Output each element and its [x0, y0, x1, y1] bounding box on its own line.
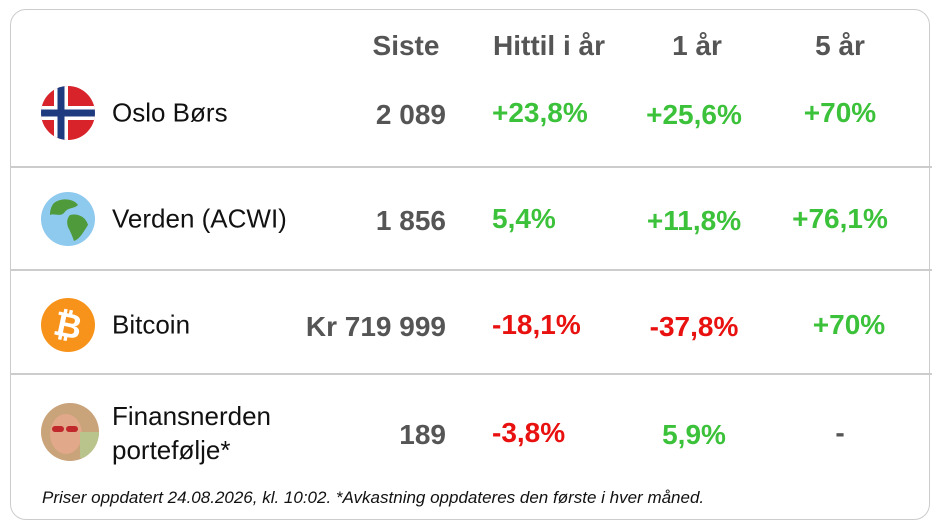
row-name: Verden (ACWI)	[112, 203, 287, 234]
five-year-return: +70%	[812, 309, 886, 340]
last-price: 189	[399, 419, 446, 450]
ytd-return: -3,8%	[492, 417, 566, 448]
norway-flag-icon	[41, 86, 95, 140]
globe-icon	[41, 192, 95, 246]
separator	[10, 166, 932, 168]
column-header: 5 år	[815, 30, 865, 61]
five-year-return: -	[835, 417, 845, 448]
ytd-return: 5,4%	[492, 203, 556, 234]
column-header: Siste	[372, 30, 440, 61]
separator	[10, 269, 932, 271]
ytd-return: +23,8%	[492, 97, 588, 128]
last-price: 2 089	[375, 99, 446, 130]
separator	[10, 373, 932, 375]
last-price: Kr 719 999	[305, 311, 446, 342]
row-name: Bitcoin	[112, 309, 191, 340]
one-year-return: 5,9%	[662, 419, 726, 450]
avatar-icon	[41, 403, 99, 461]
footer-note: Priser oppdatert 24.08.2026, kl. 10:02. …	[42, 488, 705, 507]
five-year-return: +76,1%	[792, 203, 888, 234]
five-year-return: +70%	[803, 97, 877, 128]
ytd-return: -18,1%	[492, 309, 581, 340]
one-year-return: +25,6%	[646, 99, 742, 130]
last-price: 1 856	[375, 205, 446, 236]
one-year-return: -37,8%	[649, 311, 739, 342]
row-name: Finansnerden portefølje*	[112, 401, 271, 465]
card	[10, 9, 930, 520]
one-year-return: +11,8%	[646, 205, 742, 236]
column-header: 1 år	[672, 30, 722, 61]
column-header: Hittil i år	[492, 30, 606, 61]
row-name: Oslo Børs	[112, 97, 228, 128]
bitcoin-icon: ₿	[41, 298, 95, 352]
